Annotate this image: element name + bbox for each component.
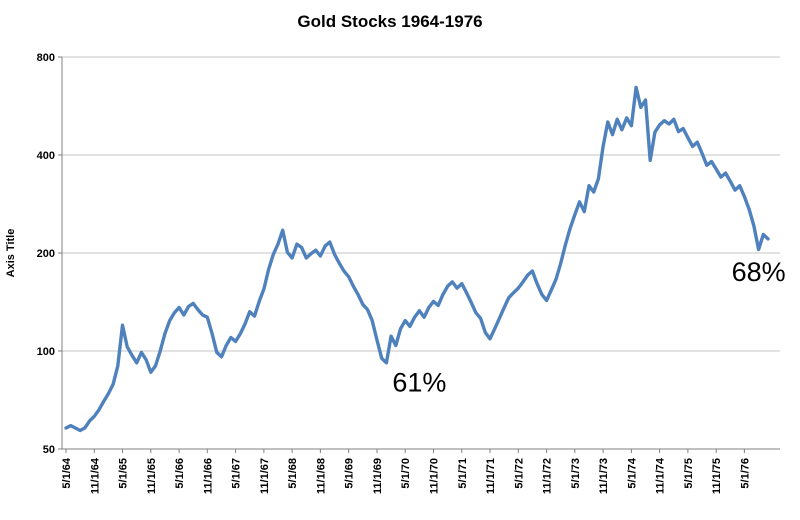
x-tick-label: 5/1/73 — [570, 458, 582, 489]
x-tick-label: 5/1/68 — [287, 458, 299, 489]
y-tick-label: 800 — [37, 52, 55, 64]
x-tick-label: 11/1/67 — [259, 458, 271, 494]
annotation-61%: 61% — [392, 368, 446, 398]
x-tick-label: 5/1/74 — [626, 457, 638, 488]
x-tick-label: 5/1/64 — [61, 457, 73, 488]
x-tick-label: 11/1/70 — [429, 458, 441, 494]
x-tick-label: 5/1/66 — [174, 458, 186, 489]
x-tick-label: 11/1/72 — [542, 458, 554, 494]
x-tick-label: 11/1/68 — [315, 458, 327, 494]
x-tick-label: 5/1/75 — [683, 458, 695, 489]
x-tick-label: 5/1/71 — [457, 458, 469, 489]
x-tick-label: 11/1/71 — [485, 458, 497, 494]
x-tick-label: 5/1/76 — [739, 458, 751, 489]
x-tick-label: 11/1/65 — [146, 458, 158, 494]
x-tick-label: 11/1/73 — [598, 458, 610, 494]
annotation-68%: 68% — [732, 257, 786, 287]
y-tick-label: 100 — [37, 346, 55, 358]
x-tick-label: 11/1/74 — [655, 457, 667, 494]
chart-title: Gold Stocks 1964-1976 — [297, 12, 483, 31]
y-tick-label: 50 — [43, 444, 55, 456]
y-tick-label: 200 — [37, 248, 55, 260]
x-tick-label: 5/1/69 — [344, 458, 356, 489]
x-tick-label: 11/1/69 — [372, 458, 384, 494]
x-tick-label: 5/1/72 — [513, 458, 525, 489]
x-tick-label: 5/1/70 — [400, 458, 412, 489]
x-tick-label: 11/1/64 — [89, 457, 101, 494]
x-tick-label: 5/1/65 — [118, 458, 130, 489]
series-line-gold-stocks — [64, 85, 770, 433]
y-tick-label: 400 — [37, 150, 55, 162]
x-tick-label: 5/1/67 — [231, 458, 243, 489]
x-tick-label: 11/1/66 — [202, 458, 214, 494]
x-tick-label: 11/1/75 — [711, 458, 723, 494]
y-axis-title: Axis Title — [5, 229, 17, 278]
